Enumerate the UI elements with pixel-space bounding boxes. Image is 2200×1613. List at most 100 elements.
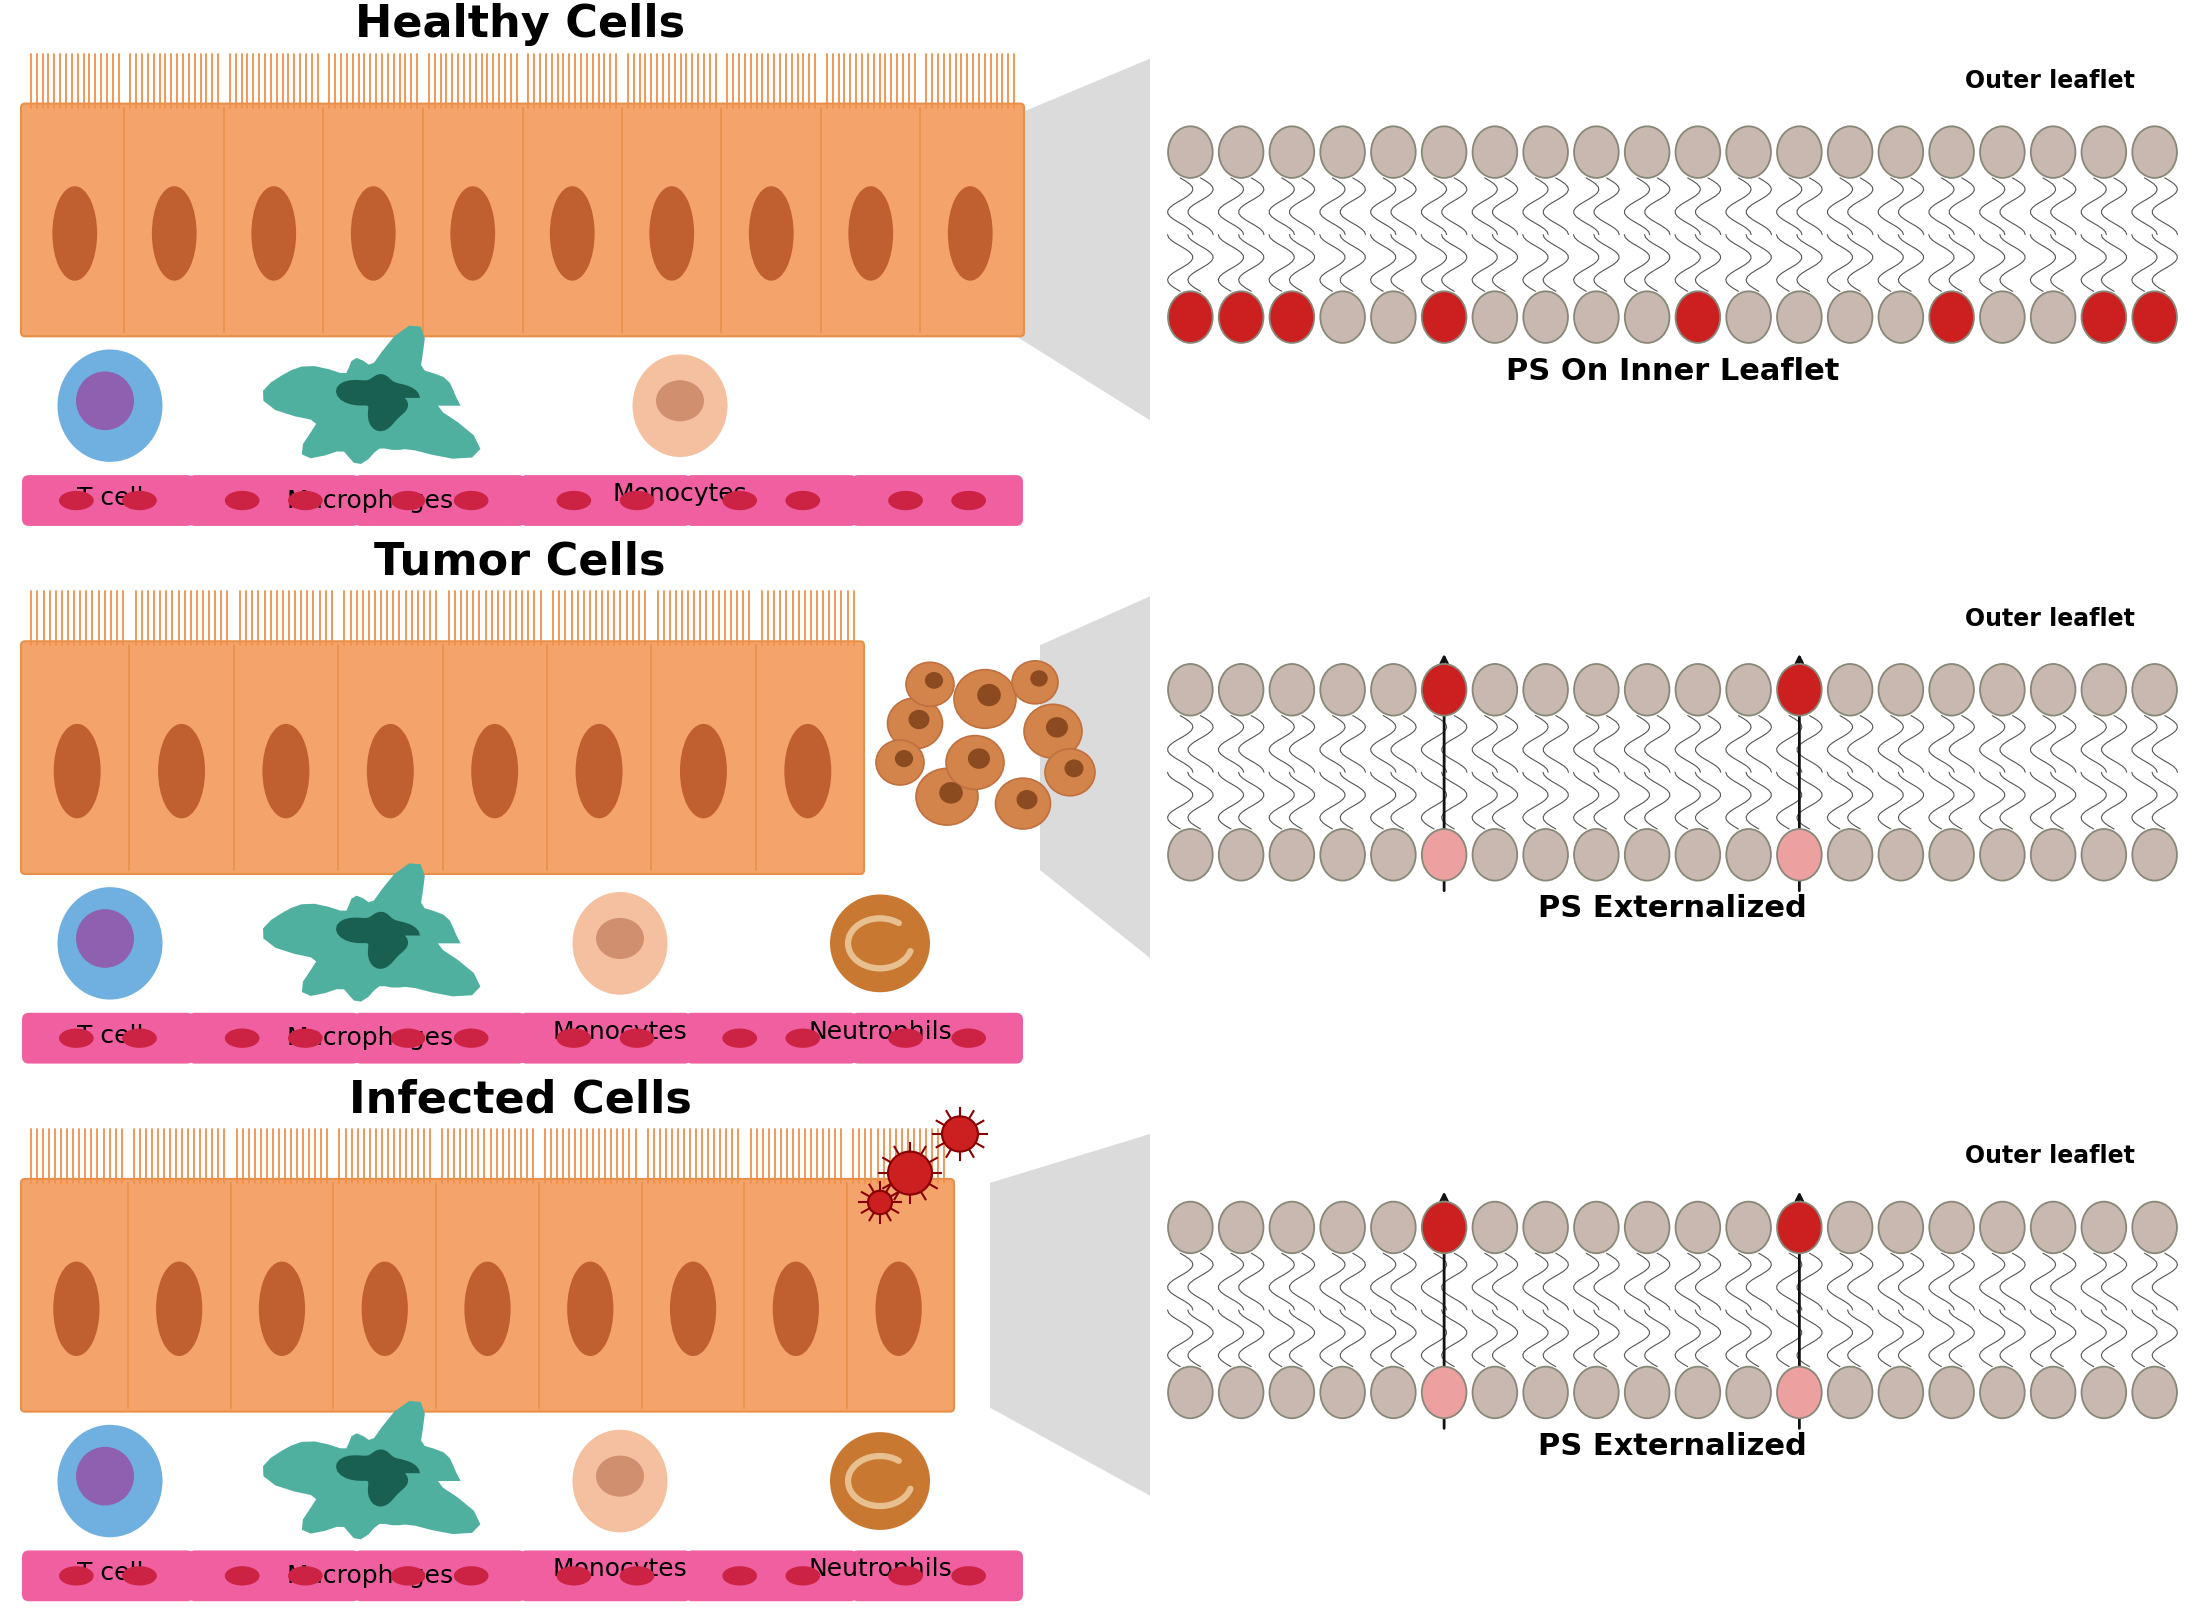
Ellipse shape [1168, 665, 1212, 716]
Ellipse shape [1168, 292, 1212, 344]
Ellipse shape [906, 663, 955, 706]
Ellipse shape [1219, 1366, 1263, 1418]
Ellipse shape [950, 1029, 986, 1048]
Ellipse shape [53, 724, 101, 818]
Ellipse shape [722, 1029, 757, 1048]
Ellipse shape [1778, 1366, 1822, 1418]
Ellipse shape [57, 1424, 163, 1537]
Ellipse shape [1030, 671, 1047, 687]
Ellipse shape [1065, 760, 1082, 777]
Ellipse shape [2031, 1202, 2075, 1253]
Ellipse shape [2031, 665, 2075, 716]
Ellipse shape [1573, 126, 1619, 177]
Ellipse shape [1269, 1366, 1313, 1418]
Text: Outer leaflet: Outer leaflet [1965, 1144, 2134, 1168]
Ellipse shape [2132, 1366, 2178, 1418]
Ellipse shape [785, 1029, 821, 1048]
Ellipse shape [1573, 292, 1619, 344]
Ellipse shape [1676, 829, 1720, 881]
Ellipse shape [1929, 1202, 1973, 1253]
Ellipse shape [1219, 1202, 1263, 1253]
Ellipse shape [1472, 292, 1518, 344]
Ellipse shape [1522, 829, 1569, 881]
Ellipse shape [1371, 829, 1417, 881]
Ellipse shape [1676, 1202, 1720, 1253]
Ellipse shape [2031, 1366, 2075, 1418]
Ellipse shape [1828, 126, 1872, 177]
Ellipse shape [2031, 292, 2075, 344]
Ellipse shape [909, 710, 928, 729]
Ellipse shape [1421, 1366, 1467, 1418]
Ellipse shape [1573, 665, 1619, 716]
Ellipse shape [557, 1566, 592, 1586]
Ellipse shape [620, 490, 653, 510]
Polygon shape [990, 1134, 1151, 1495]
Ellipse shape [1219, 829, 1263, 881]
Ellipse shape [288, 1029, 323, 1048]
Ellipse shape [1980, 1202, 2024, 1253]
Ellipse shape [471, 724, 519, 818]
Ellipse shape [887, 698, 942, 748]
Ellipse shape [634, 355, 728, 456]
Ellipse shape [59, 490, 95, 510]
Polygon shape [1041, 597, 1151, 958]
Ellipse shape [1269, 126, 1313, 177]
Text: Neutrophils: Neutrophils [807, 1019, 953, 1044]
Ellipse shape [1320, 829, 1364, 881]
Ellipse shape [915, 768, 979, 826]
Ellipse shape [1472, 1366, 1518, 1418]
Ellipse shape [1980, 1366, 2024, 1418]
Ellipse shape [1168, 1202, 1212, 1253]
Ellipse shape [1778, 126, 1822, 177]
Ellipse shape [57, 887, 163, 1000]
Ellipse shape [849, 185, 893, 281]
Ellipse shape [1626, 1202, 1670, 1253]
Ellipse shape [1371, 1202, 1417, 1253]
Ellipse shape [1421, 829, 1467, 881]
Ellipse shape [1879, 829, 1923, 881]
Ellipse shape [1828, 665, 1872, 716]
Ellipse shape [453, 1029, 488, 1048]
Ellipse shape [1828, 829, 1872, 881]
Ellipse shape [1219, 126, 1263, 177]
Ellipse shape [453, 490, 488, 510]
Ellipse shape [869, 1190, 891, 1215]
Polygon shape [337, 374, 420, 431]
Ellipse shape [2031, 829, 2075, 881]
Polygon shape [264, 326, 480, 465]
Text: Monocytes: Monocytes [552, 1019, 686, 1044]
Ellipse shape [251, 185, 297, 281]
Ellipse shape [1626, 126, 1670, 177]
Ellipse shape [77, 1447, 134, 1505]
Ellipse shape [942, 1116, 979, 1152]
Ellipse shape [968, 748, 990, 769]
Ellipse shape [1879, 1202, 1923, 1253]
FancyBboxPatch shape [686, 476, 858, 526]
Ellipse shape [59, 1566, 95, 1586]
Ellipse shape [1522, 1202, 1569, 1253]
Ellipse shape [453, 1566, 488, 1586]
Ellipse shape [367, 724, 414, 818]
Ellipse shape [288, 490, 323, 510]
Ellipse shape [123, 1029, 156, 1048]
Ellipse shape [955, 669, 1016, 729]
Ellipse shape [722, 490, 757, 510]
Ellipse shape [1929, 292, 1973, 344]
Text: PS Externalized: PS Externalized [1538, 895, 1806, 924]
Ellipse shape [1727, 292, 1771, 344]
Ellipse shape [557, 1029, 592, 1048]
Ellipse shape [224, 1029, 260, 1048]
Ellipse shape [948, 185, 992, 281]
Ellipse shape [1573, 829, 1619, 881]
FancyBboxPatch shape [22, 1550, 194, 1602]
Ellipse shape [1676, 1366, 1720, 1418]
Ellipse shape [1023, 705, 1082, 758]
Ellipse shape [620, 1566, 653, 1586]
FancyBboxPatch shape [22, 476, 194, 526]
Ellipse shape [889, 1029, 922, 1048]
Ellipse shape [1421, 126, 1467, 177]
Ellipse shape [1421, 292, 1467, 344]
Ellipse shape [1778, 292, 1822, 344]
Ellipse shape [950, 1566, 986, 1586]
Ellipse shape [1778, 829, 1822, 881]
